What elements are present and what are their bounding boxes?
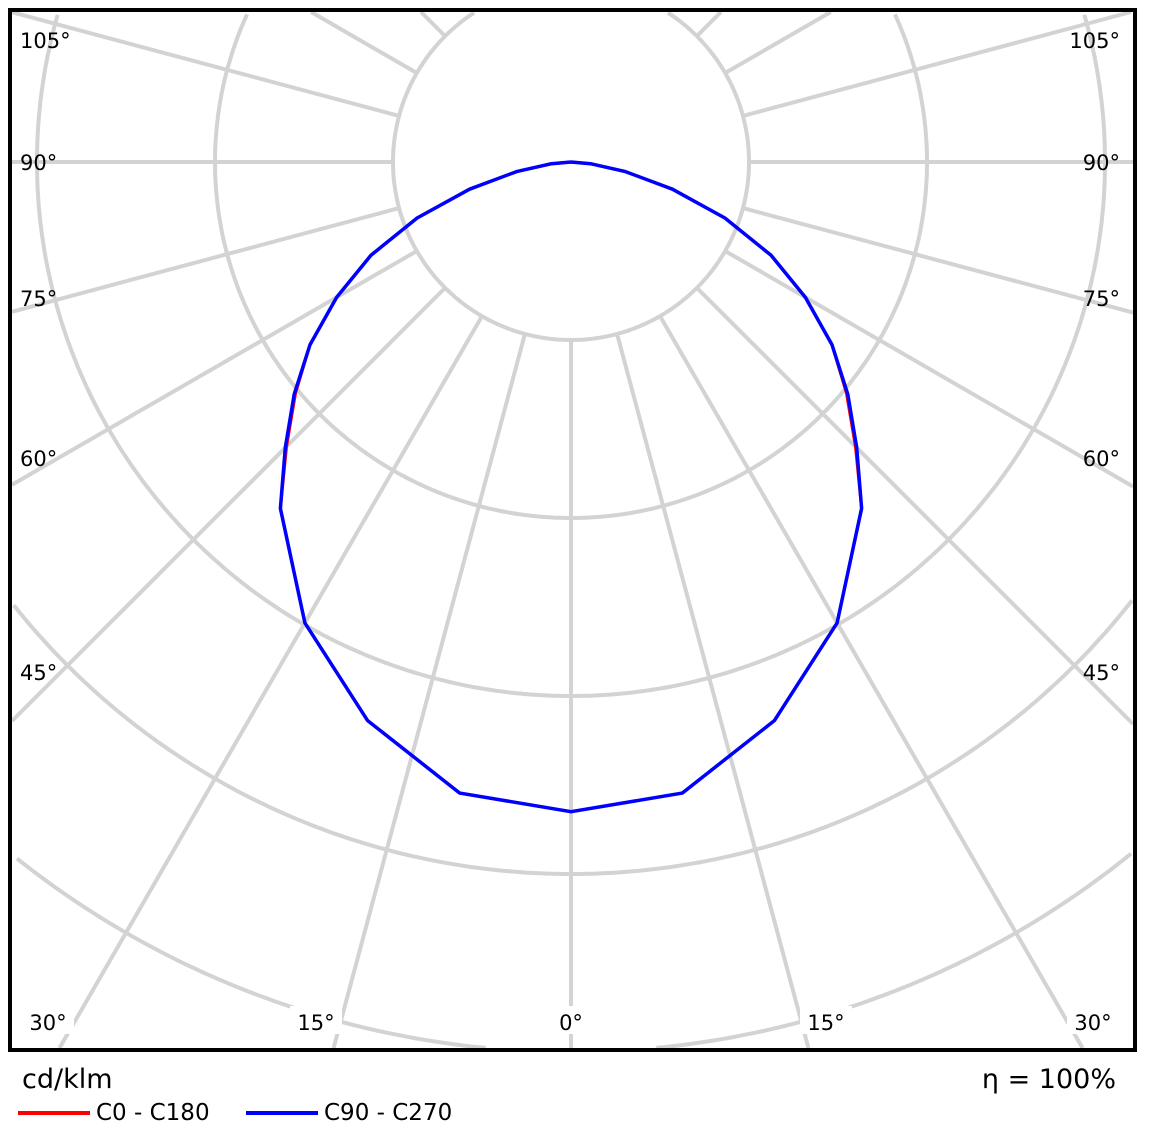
label-bg [800, 1006, 852, 1034]
legend-swatch-red [18, 1111, 90, 1115]
grid-ring [571, 14, 1107, 698]
label-bg [545, 1006, 597, 1034]
grid-spoke [742, 10, 1132, 118]
grid-spoke [10, 249, 418, 487]
grid-ring [571, 599, 1134, 876]
angle-label: 15° [297, 1011, 334, 1035]
angle-label: 90° [1083, 151, 1120, 175]
plot-frame [8, 8, 1137, 1052]
legend-swatch-blue [246, 1111, 318, 1115]
label-bg [290, 1006, 342, 1034]
angle-label: 105° [1069, 29, 1120, 53]
efficiency-label: η = 100% [981, 1064, 1116, 1095]
grid-spoke [419, 10, 447, 38]
grid-spoke [742, 206, 1134, 315]
grid-spoke [10, 286, 447, 723]
legend-item-c90-c270: C90 - C270 [246, 1100, 452, 1126]
label-bg [1067, 1006, 1119, 1034]
legend-item-c0-c180: C0 - C180 [18, 1100, 210, 1126]
grid-spoke [11, 10, 400, 118]
grid-ring [571, 13, 929, 520]
label-bg [22, 1006, 74, 1034]
unit-label: cd/klm [22, 1064, 113, 1095]
grid-ring [15, 856, 486, 1050]
grid-ring [571, 11, 751, 342]
legend-label: C0 - C180 [96, 1100, 210, 1126]
grid-ring [656, 852, 1133, 1050]
angle-label: 75° [1083, 287, 1120, 311]
grid-spoke [724, 249, 1135, 489]
angle-label: 45° [1083, 661, 1120, 685]
grid-spoke [695, 10, 723, 38]
grid-spoke [57, 315, 484, 1050]
grid-spoke [615, 333, 811, 1049]
angle-label: 15° [807, 1011, 844, 1035]
angle-label: 105° [20, 29, 71, 53]
legend-label: C90 - C270 [324, 1100, 453, 1126]
angle-label: 30° [29, 1011, 66, 1035]
angle-label: 30° [1074, 1011, 1111, 1035]
grid-spoke [695, 286, 1135, 726]
series-curve-c90-c270 [278, 160, 864, 814]
grid-ring [12, 603, 571, 876]
grid-ring [391, 11, 571, 342]
grid-spoke [310, 10, 418, 75]
grid-spoke [11, 206, 400, 314]
grid-ring [35, 14, 571, 698]
grid-ring [213, 13, 571, 520]
grid-spoke [658, 315, 1085, 1050]
grid-spoke [331, 333, 527, 1049]
angle-label: 60° [20, 447, 57, 471]
angle-label: 45° [20, 661, 57, 685]
angle-label: 60° [1083, 447, 1120, 471]
grid-spoke [724, 10, 832, 75]
angle-label: 75° [20, 287, 57, 311]
angle-label: 90° [20, 151, 57, 175]
angle-label: 0° [559, 1011, 583, 1035]
